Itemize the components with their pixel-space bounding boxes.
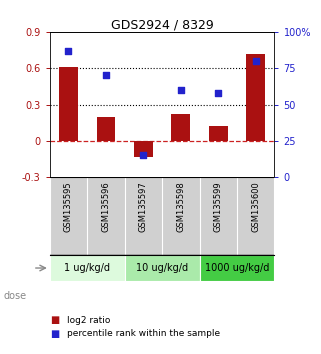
- Text: log2 ratio: log2 ratio: [67, 316, 111, 325]
- Point: [178, 87, 183, 93]
- Bar: [171, 114, 190, 141]
- Point: [216, 90, 221, 96]
- Text: 1 ug/kg/d: 1 ug/kg/d: [64, 263, 110, 273]
- Point: [141, 153, 146, 158]
- Point: [66, 48, 71, 53]
- Text: GSM135599: GSM135599: [214, 181, 223, 232]
- Text: GSM135600: GSM135600: [251, 181, 260, 232]
- Point: [253, 58, 258, 64]
- Bar: [134, 141, 153, 156]
- Bar: [125, 255, 200, 281]
- Text: ■: ■: [50, 315, 59, 325]
- Text: ■: ■: [50, 329, 59, 339]
- Point: [103, 73, 108, 78]
- Text: GSM135598: GSM135598: [176, 181, 185, 232]
- Title: GDS2924 / 8329: GDS2924 / 8329: [111, 19, 213, 32]
- Text: dose: dose: [3, 291, 26, 301]
- Text: 1000 ug/kg/d: 1000 ug/kg/d: [205, 263, 269, 273]
- Text: GSM135597: GSM135597: [139, 181, 148, 232]
- Bar: [209, 126, 228, 141]
- Text: GSM135595: GSM135595: [64, 181, 73, 232]
- Bar: [59, 67, 78, 141]
- Bar: [50, 255, 125, 281]
- Bar: [200, 255, 274, 281]
- Text: percentile rank within the sample: percentile rank within the sample: [67, 329, 221, 338]
- Bar: [247, 54, 265, 141]
- Text: GSM135596: GSM135596: [101, 181, 110, 232]
- Bar: [97, 116, 115, 141]
- Text: 10 ug/kg/d: 10 ug/kg/d: [136, 263, 188, 273]
